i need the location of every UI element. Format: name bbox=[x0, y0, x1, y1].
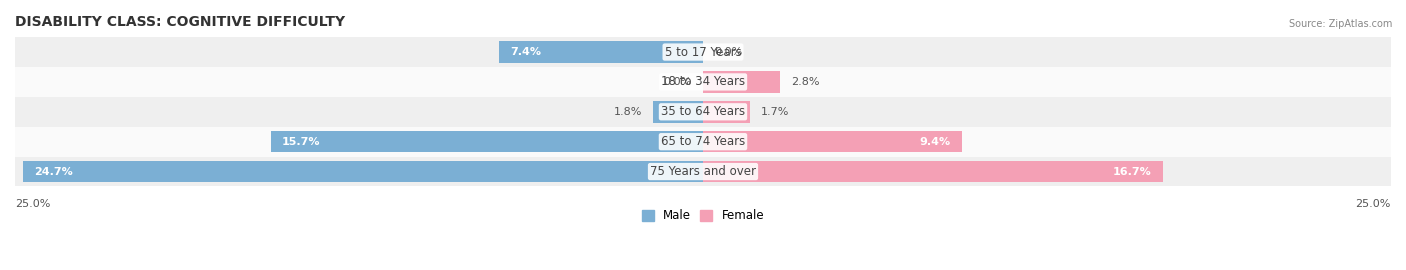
Text: 24.7%: 24.7% bbox=[34, 167, 73, 177]
Text: 0.0%: 0.0% bbox=[664, 77, 692, 87]
Text: 75 Years and over: 75 Years and over bbox=[650, 165, 756, 178]
Text: 15.7%: 15.7% bbox=[283, 137, 321, 147]
Text: 5 to 17 Years: 5 to 17 Years bbox=[665, 46, 741, 59]
Bar bbox=[15, 97, 1391, 127]
Bar bbox=[703, 101, 749, 123]
Text: 25.0%: 25.0% bbox=[15, 199, 51, 209]
Legend: Male, Female: Male, Female bbox=[641, 210, 765, 222]
Bar bbox=[15, 127, 1391, 157]
Text: 9.4%: 9.4% bbox=[920, 137, 950, 147]
Bar bbox=[24, 161, 703, 182]
Text: 18 to 34 Years: 18 to 34 Years bbox=[661, 75, 745, 89]
Text: 25.0%: 25.0% bbox=[1355, 199, 1391, 209]
Bar bbox=[15, 67, 1391, 97]
Bar bbox=[703, 131, 962, 153]
Bar bbox=[654, 101, 703, 123]
Text: 16.7%: 16.7% bbox=[1112, 167, 1152, 177]
Text: 0.0%: 0.0% bbox=[714, 47, 742, 57]
Text: 2.8%: 2.8% bbox=[792, 77, 820, 87]
Bar bbox=[15, 157, 1391, 186]
Text: 1.8%: 1.8% bbox=[614, 107, 643, 117]
Text: DISABILITY CLASS: COGNITIVE DIFFICULTY: DISABILITY CLASS: COGNITIVE DIFFICULTY bbox=[15, 15, 344, 29]
Bar bbox=[15, 37, 1391, 67]
Text: Source: ZipAtlas.com: Source: ZipAtlas.com bbox=[1288, 19, 1392, 29]
Bar bbox=[271, 131, 703, 153]
Bar bbox=[703, 161, 1163, 182]
Bar bbox=[703, 71, 780, 93]
Text: 65 to 74 Years: 65 to 74 Years bbox=[661, 135, 745, 148]
Text: 35 to 64 Years: 35 to 64 Years bbox=[661, 105, 745, 118]
Text: 1.7%: 1.7% bbox=[761, 107, 789, 117]
Bar bbox=[499, 41, 703, 63]
Text: 7.4%: 7.4% bbox=[510, 47, 541, 57]
